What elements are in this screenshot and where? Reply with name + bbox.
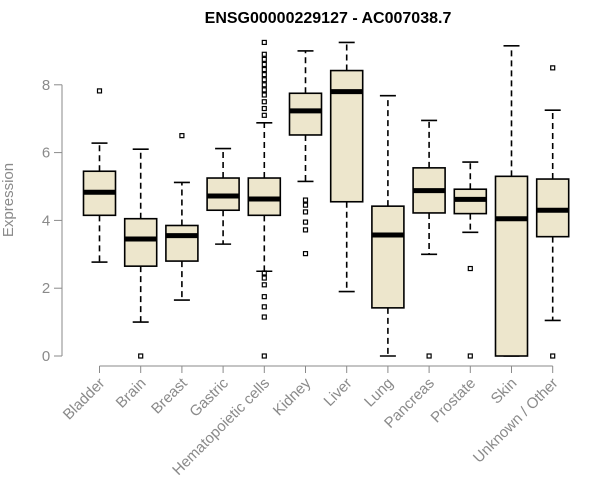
outlier-point: [261, 56, 267, 62]
outlier-point: [261, 77, 267, 83]
box-brain: [123, 148, 158, 359]
outlier-point: [261, 66, 267, 73]
outlier-point: [261, 314, 267, 320]
outlier-point: [302, 251, 309, 257]
outlier-point: [261, 92, 267, 98]
box-lung: [371, 94, 405, 357]
outlier-point: [261, 353, 267, 359]
outlier-point: [261, 282, 267, 288]
outlier-point: [179, 133, 185, 139]
box-liver: [329, 41, 364, 293]
outlier-point: [261, 99, 267, 105]
outlier-point: [261, 39, 267, 46]
y-tick-label: 2: [42, 280, 50, 297]
box-bladder: [82, 88, 117, 263]
box-prostate: [453, 161, 488, 359]
outlier-point: [138, 353, 144, 359]
iqr-box: [371, 205, 405, 309]
y-tick-label: 4: [42, 212, 50, 229]
x-tick-label: Liver: [321, 375, 356, 410]
box-skin: [494, 45, 529, 357]
iqr-box: [288, 92, 323, 136]
x-tick-label: Prostate: [428, 375, 480, 427]
outlier-point: [467, 265, 473, 272]
outlier-point: [261, 270, 267, 276]
outlier-point: [261, 87, 267, 93]
outlier-point: [261, 51, 267, 57]
outlier-point: [261, 72, 267, 78]
y-axis-label: Expression: [0, 163, 17, 237]
box-breast: [165, 133, 199, 301]
box-unknown-other: [535, 65, 570, 359]
x-tick-label: Breast: [148, 374, 191, 417]
outlier-point: [261, 105, 267, 112]
outlier-point: [302, 202, 309, 208]
iqr-box: [494, 175, 529, 357]
outlier-point: [261, 82, 267, 88]
x-tick-label: Brain: [113, 375, 150, 412]
outlier-point: [302, 227, 309, 233]
outlier-point: [96, 88, 103, 94]
box-gastric: [206, 147, 240, 245]
x-tick-label: Lung: [361, 375, 397, 411]
outlier-point: [302, 209, 309, 215]
outlier-point: [261, 112, 267, 118]
y-tick-label: 6: [42, 145, 50, 162]
box-hematopoietic-cells: [247, 39, 282, 359]
outlier-point: [426, 353, 432, 359]
iqr-box: [123, 217, 158, 267]
outlier-point: [550, 65, 556, 71]
box-kidney: [288, 50, 323, 257]
chart-title: ENSG00000229127 - AC007038.7: [205, 10, 452, 27]
outlier-point: [550, 353, 556, 359]
box-pancreas: [412, 119, 446, 359]
outlier-point: [302, 197, 309, 203]
outlier-point: [467, 353, 473, 359]
iqr-box: [165, 224, 199, 262]
outlier-point: [261, 275, 267, 281]
outlier-point: [261, 294, 267, 300]
x-tick-label: Kidney: [270, 374, 315, 419]
plot-area: [82, 39, 570, 359]
x-tick-label: Skin: [488, 375, 521, 408]
outlier-point: [302, 219, 309, 225]
outlier-point: [261, 61, 267, 68]
y-tick-label: 0: [42, 348, 50, 365]
outlier-point: [261, 304, 267, 310]
x-tick-label: Bladder: [60, 375, 109, 424]
y-tick-label: 8: [42, 77, 50, 94]
y-axis: 0 2 4 6 8: [42, 77, 63, 365]
